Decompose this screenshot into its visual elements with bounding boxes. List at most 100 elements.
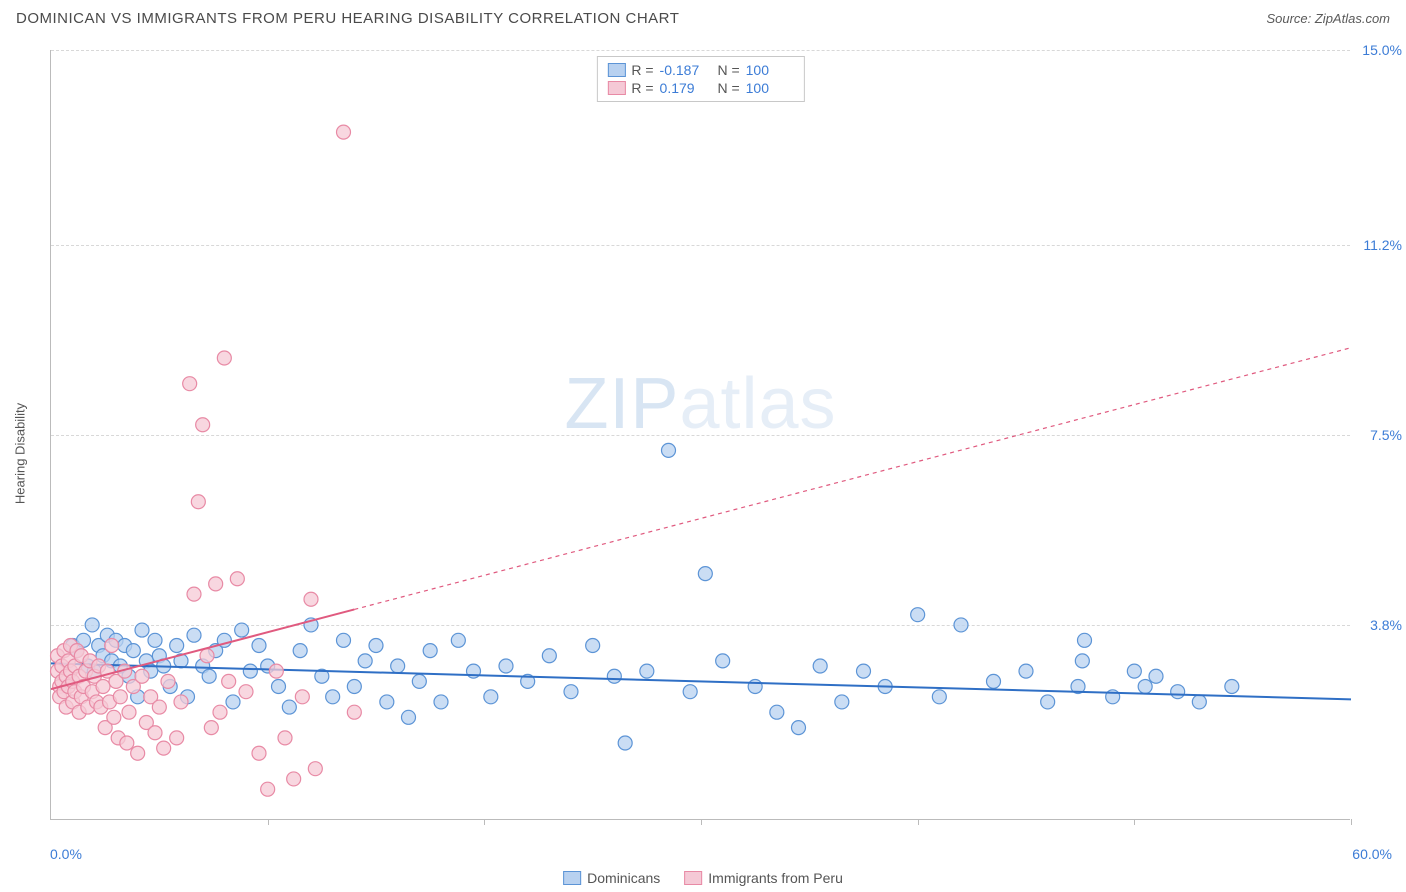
scatter-point [813,659,827,673]
scatter-point [1127,664,1141,678]
scatter-point [857,664,871,678]
x-tick [918,819,919,825]
scatter-point [170,731,184,745]
scatter-point [135,623,149,637]
y-tick-label: 11.2% [1363,237,1402,253]
scatter-point [287,772,301,786]
legend-swatch-dominicans [563,871,581,885]
scatter-point [380,695,394,709]
scatter-point [308,762,322,776]
scatter-point [148,633,162,647]
scatter-point [347,705,361,719]
scatter-point [1149,669,1163,683]
scatter-point [358,654,372,668]
scatter-point [196,418,210,432]
chart-header: DOMINICAN VS IMMIGRANTS FROM PERU HEARIN… [0,0,1406,33]
scatter-point [911,608,925,622]
scatter-point [235,623,249,637]
scatter-point [148,726,162,740]
scatter-point [337,633,351,647]
scatter-point [161,674,175,688]
scatter-point [157,741,171,755]
scatter-point [120,736,134,750]
x-tick [701,819,702,825]
scatter-point [1138,680,1152,694]
scatter-point [835,695,849,709]
scatter-point [1171,685,1185,699]
scatter-point [423,644,437,658]
scatter-point [618,736,632,750]
scatter-point [770,705,784,719]
scatter-point [1019,664,1033,678]
chart-title: DOMINICAN VS IMMIGRANTS FROM PERU HEARIN… [16,10,679,27]
x-axis-min-label: 0.0% [50,846,82,862]
scatter-point [564,685,578,699]
series-swatch-dominicans [607,63,625,77]
scatter-point [204,721,218,735]
trend-line-ext [354,348,1351,610]
scatter-point [499,659,513,673]
scatter-point [222,674,236,688]
scatter-point [640,664,654,678]
scatter-point [230,572,244,586]
scatter-point [96,680,110,694]
scatter-point [239,685,253,699]
scatter-point [278,731,292,745]
scatter-point [85,618,99,632]
scatter-point [282,700,296,714]
chart-source: Source: ZipAtlas.com [1266,11,1390,26]
scatter-point [698,567,712,581]
y-axis-title: Hearing Disability [13,403,28,504]
y-tick-label: 3.8% [1370,617,1402,633]
scatter-point [174,695,188,709]
scatter-point [932,690,946,704]
x-axis-max-label: 60.0% [1352,846,1392,862]
scatter-point [412,674,426,688]
scatter-point [209,577,223,591]
scatter-point [987,674,1001,688]
scatter-point [226,695,240,709]
scatter-point [748,680,762,694]
scatter-point [113,690,127,704]
scatter-point [337,125,351,139]
scatter-point [391,659,405,673]
scatter-point [451,633,465,647]
scatter-point [347,680,361,694]
scatter-point [326,690,340,704]
scatter-point [252,746,266,760]
scatter-point [1192,695,1206,709]
scatter-point [272,680,286,694]
bottom-legend: Dominicans Immigrants from Peru [563,870,843,886]
scatter-point [402,710,416,724]
scatter-plot-svg [51,50,1350,819]
scatter-point [187,628,201,642]
scatter-point [105,638,119,652]
scatter-point [243,664,257,678]
scatter-point [191,495,205,509]
scatter-point [269,664,283,678]
scatter-point [170,638,184,652]
y-tick-label: 7.5% [1370,427,1402,443]
scatter-point [152,700,166,714]
scatter-point [369,638,383,652]
scatter-point [792,721,806,735]
x-tick [484,819,485,825]
x-tick [268,819,269,825]
scatter-point [716,654,730,668]
scatter-point [586,638,600,652]
scatter-point [213,705,227,719]
scatter-point [954,618,968,632]
scatter-point [1041,695,1055,709]
scatter-point [484,690,498,704]
series-swatch-peru [607,81,625,95]
plot-area: ZIPatlas 3.8%7.5%11.2%15.0% R = -0.187 N… [50,50,1350,820]
y-tick-label: 15.0% [1362,42,1402,58]
scatter-point [261,782,275,796]
scatter-point [542,649,556,663]
x-tick [1351,819,1352,825]
scatter-point [187,587,201,601]
scatter-point [1078,633,1092,647]
scatter-point [202,669,216,683]
scatter-point [126,644,140,658]
scatter-point [293,644,307,658]
